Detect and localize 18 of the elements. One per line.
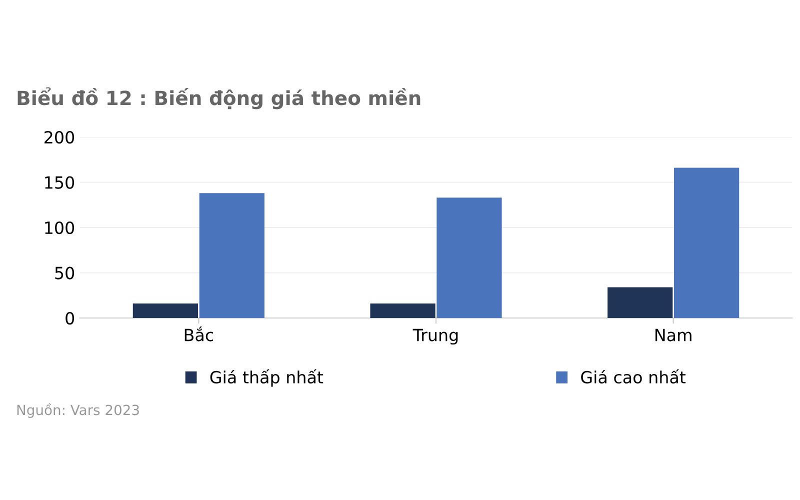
x-tick-label: Bắc	[184, 326, 214, 342]
bar	[132, 304, 198, 318]
bar	[370, 304, 436, 318]
legend-label: Giá cao nhất	[581, 369, 686, 384]
text: Nguồn: Vars 2023	[17, 403, 139, 418]
bar	[608, 287, 673, 318]
bar	[199, 193, 264, 318]
bar	[436, 198, 502, 318]
legend-label: Giá thấp nhất	[210, 369, 324, 387]
y-tick-label: 50	[55, 266, 74, 280]
y-tick-label: 200	[44, 130, 74, 144]
x-tick-label: Nam	[656, 328, 692, 342]
y-tick-label: 0	[66, 312, 74, 325]
y-tick-label: 100	[45, 221, 74, 234]
x-tick-label: Trung	[412, 328, 458, 345]
y-tick-label: 150	[45, 176, 74, 189]
chart-title: Biểu đồ 12 : Biến động giá theo miền	[18, 87, 420, 110]
bar	[674, 168, 740, 318]
